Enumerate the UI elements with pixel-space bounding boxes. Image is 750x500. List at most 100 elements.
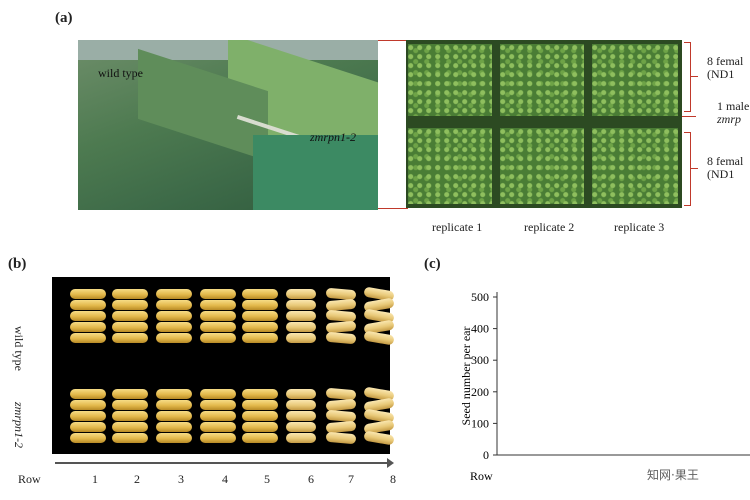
male-row-marker xyxy=(682,116,696,117)
corn-ear xyxy=(200,289,236,299)
corn-ear xyxy=(200,311,236,321)
corn-ear xyxy=(242,433,278,443)
corn-ear xyxy=(70,400,106,410)
corn-ear xyxy=(156,289,192,299)
plots-closeup-photo xyxy=(406,40,682,208)
corn-ear xyxy=(112,289,148,299)
row-axis-label: Row xyxy=(18,472,41,486)
corn-ear xyxy=(286,289,316,299)
corn-ear xyxy=(286,300,316,310)
corn-ear xyxy=(156,389,192,399)
corn-ear xyxy=(156,300,192,310)
corn-ear xyxy=(70,333,106,343)
corn-ear xyxy=(70,411,106,421)
corn-ear xyxy=(363,430,395,446)
row-number-3: 3 xyxy=(178,472,184,486)
corn-ear xyxy=(242,411,278,421)
corn-ear xyxy=(112,389,148,399)
female-bracket-top xyxy=(684,42,691,112)
row-number-7: 7 xyxy=(348,472,354,486)
corn-ear xyxy=(242,300,278,310)
zoom-line-bottom xyxy=(378,208,408,209)
corn-ear xyxy=(200,300,236,310)
row-number-8: 8 xyxy=(390,472,396,486)
female-label-bottom: 8 femal (ND1 xyxy=(707,154,744,181)
female-label-top: 8 femal (ND1 xyxy=(707,54,744,81)
corn-ear xyxy=(242,322,278,332)
replicate-1-label: replicate 1 xyxy=(432,220,483,234)
corn-ear xyxy=(156,322,192,332)
corn-ear xyxy=(70,422,106,432)
corn-ear xyxy=(200,389,236,399)
corn-ear xyxy=(156,422,192,432)
corn-ear xyxy=(70,311,106,321)
y-axis-label: Seed number per ear xyxy=(459,327,473,426)
corn-ear xyxy=(112,311,148,321)
corn-ear xyxy=(156,411,192,421)
corn-ear xyxy=(200,322,236,332)
panel-c-label: (c) xyxy=(424,256,441,272)
corn-ear xyxy=(286,400,316,410)
zoom-line-top xyxy=(378,40,408,41)
corn-ear xyxy=(286,311,316,321)
corn-ear xyxy=(112,300,148,310)
corn-ear xyxy=(70,289,106,299)
corn-ear xyxy=(286,422,316,432)
female-bracket-bottom xyxy=(684,132,691,206)
corn-ear xyxy=(112,400,148,410)
corn-ear xyxy=(325,331,357,345)
corn-ear xyxy=(242,333,278,343)
corn-ear xyxy=(200,333,236,343)
x-axis-label: Row xyxy=(470,469,493,483)
corn-ear xyxy=(242,389,278,399)
corn-ear xyxy=(325,431,357,445)
corn-ear xyxy=(70,433,106,443)
corn-ear xyxy=(112,322,148,332)
corn-ear xyxy=(112,433,148,443)
corn-ear xyxy=(200,400,236,410)
corn-ear xyxy=(242,289,278,299)
y-tick-label: 500 xyxy=(471,290,489,304)
corn-ear xyxy=(286,389,316,399)
corn-ear xyxy=(286,333,316,343)
row-number-6: 6 xyxy=(308,472,314,486)
row-number-4: 4 xyxy=(222,472,228,486)
corn-ear xyxy=(156,433,192,443)
corn-ear xyxy=(363,330,395,346)
mutant-row-label: zmrpn1-2 xyxy=(12,402,26,449)
corn-ear xyxy=(112,333,148,343)
panel-a-label: (a) xyxy=(55,10,73,26)
corn-ear xyxy=(286,322,316,332)
row-number-1: 1 xyxy=(92,472,98,486)
watermark: 知网·果王 xyxy=(647,468,699,482)
corn-ear xyxy=(112,422,148,432)
y-tick-label: 300 xyxy=(471,353,489,367)
mutant-plot-label: zmrpn1-2 xyxy=(310,130,357,144)
replicate-3-label: replicate 3 xyxy=(614,220,665,234)
row-number-2: 2 xyxy=(134,472,140,486)
corn-ear xyxy=(200,433,236,443)
y-tick-label: 0 xyxy=(483,448,489,462)
y-tick-label: 400 xyxy=(471,322,489,336)
corn-ear xyxy=(70,389,106,399)
row-number-5: 5 xyxy=(264,472,270,486)
corn-ear xyxy=(200,422,236,432)
replicate-2-label: replicate 2 xyxy=(524,220,575,234)
corn-ear xyxy=(156,333,192,343)
corn-ear xyxy=(156,311,192,321)
wild-type-row-label: wild type xyxy=(12,326,26,371)
corn-ear xyxy=(156,400,192,410)
panel-b-label: (b) xyxy=(8,256,27,272)
wild-type-plot-label: wild type xyxy=(98,66,143,80)
corn-ear xyxy=(286,411,316,421)
y-tick-label: 100 xyxy=(471,416,489,430)
corn-ear xyxy=(242,311,278,321)
corn-ear xyxy=(242,400,278,410)
corn-ear xyxy=(200,411,236,421)
corn-ear xyxy=(242,422,278,432)
corn-ear xyxy=(70,322,106,332)
corn-ear xyxy=(286,433,316,443)
y-tick-label: 200 xyxy=(471,385,489,399)
corn-ear xyxy=(70,300,106,310)
